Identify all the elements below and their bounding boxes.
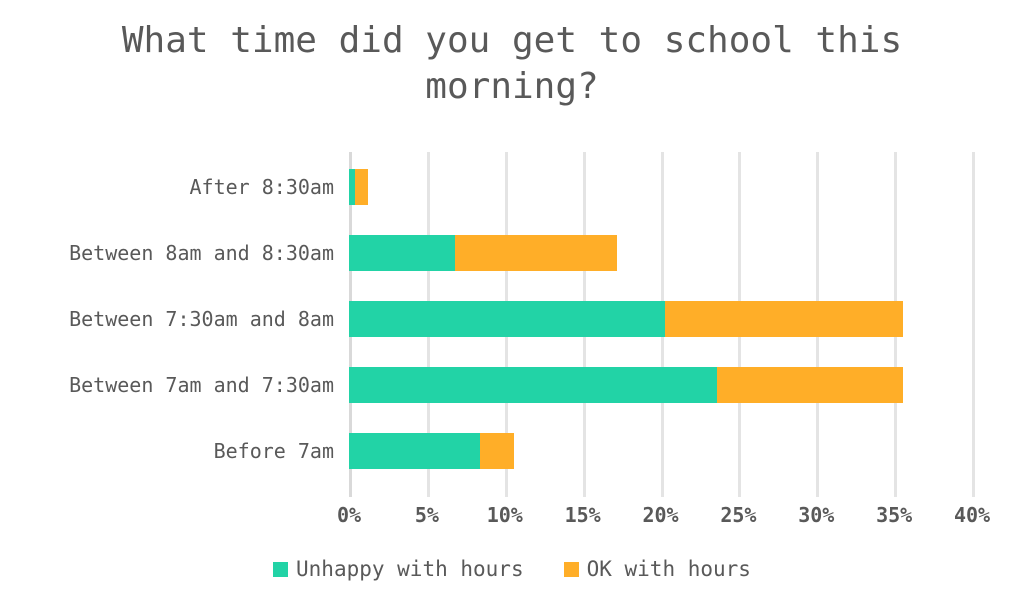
chart-title: What time did you get to school this mor…: [121, 20, 924, 107]
category-label: After 8:30am: [189, 175, 335, 199]
category-label: Between 7am and 7:30am: [69, 373, 334, 397]
category-label: Between 8am and 8:30am: [69, 241, 334, 265]
bar-segment-ok[interactable]: [479, 433, 515, 469]
legend-label: Unhappy with hours: [296, 557, 524, 581]
bar-row: Between 8am and 8:30am: [0, 220, 1024, 286]
x-tick-label: 0%: [336, 503, 362, 527]
bar-segment-ok[interactable]: [716, 367, 904, 403]
x-tick-label: 25%: [720, 503, 757, 527]
bar-row: Between 7:30am and 8am: [0, 286, 1024, 352]
x-tick-label: 20%: [642, 503, 679, 527]
bar-segment-unhappy[interactable]: [349, 433, 480, 469]
stacked-bar[interactable]: [349, 169, 368, 205]
legend-swatch-icon: [273, 561, 289, 577]
stacked-bar[interactable]: [349, 433, 515, 469]
legend-item[interactable]: Unhappy with hours: [273, 556, 524, 582]
x-tick-label: 35%: [876, 503, 913, 527]
bar-row: Before 7am: [0, 418, 1024, 484]
bar-row: After 8:30am: [0, 154, 1024, 220]
x-tick-label: 30%: [798, 503, 835, 527]
bar-rows: After 8:30am Between 8am and 8:30am Betwee…: [0, 152, 1024, 497]
bar-segment-ok[interactable]: [454, 235, 617, 271]
legend-label: OK with hours: [586, 557, 751, 581]
stacked-bar[interactable]: [349, 235, 617, 271]
gridline: [972, 152, 975, 497]
stacked-bar[interactable]: [349, 301, 904, 337]
category-label: Between 7:30am and 8am: [69, 307, 334, 331]
x-tick-label: 40%: [953, 503, 991, 527]
stacked-bar[interactable]: [349, 367, 904, 403]
chart-legend: Unhappy with hours OK with hours: [0, 556, 1024, 582]
bar-row: Between 7am and 7:30am: [0, 352, 1024, 418]
bar-segment-ok[interactable]: [355, 169, 368, 205]
bar-segment-ok[interactable]: [665, 301, 904, 337]
bar-segment-unhappy[interactable]: [349, 169, 356, 205]
x-tick-label: 10%: [486, 503, 523, 527]
x-axis-tick-labels: 0% 5% 10% 15% 20% 25% 30% 35% 40%: [0, 502, 1024, 532]
x-tick-label: 5%: [414, 503, 439, 527]
x-tick-label: 15%: [564, 503, 601, 527]
bar-segment-unhappy[interactable]: [349, 301, 666, 337]
bar-segment-unhappy[interactable]: [349, 367, 717, 403]
bar-segment-unhappy[interactable]: [349, 235, 455, 271]
legend-item[interactable]: OK with hours: [563, 556, 751, 582]
category-label: Before 7am: [213, 439, 334, 463]
legend-swatch-icon: [563, 561, 579, 577]
